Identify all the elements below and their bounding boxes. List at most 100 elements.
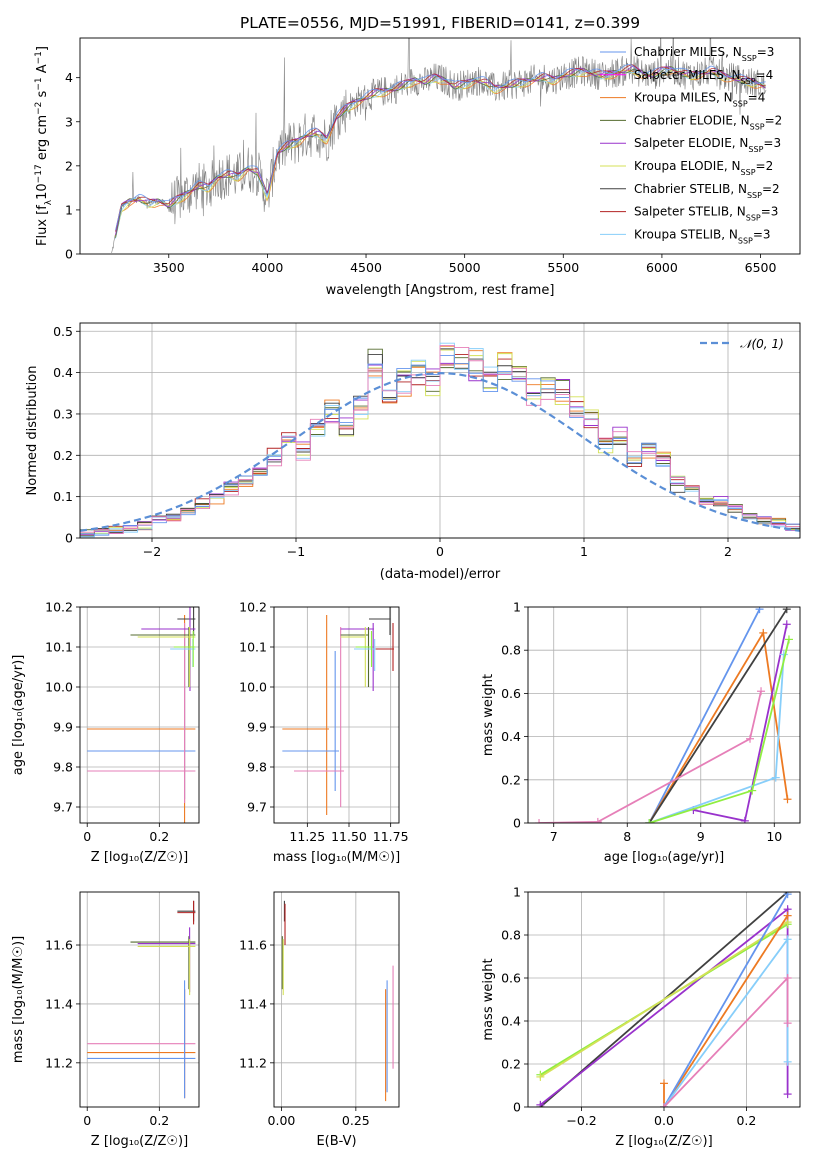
legend-entry: Salpeter MILES, NSSP=4 [634, 68, 773, 86]
legend-value: =2 [762, 182, 780, 196]
legend-sub: SSP [750, 122, 765, 131]
age-vs-mass-chart: 11.25 11.50 11.75 9.7 9.8 9.9 10.0 10.1 10.2 mass… [239, 600, 408, 866]
legend-name: Salpeter MILES, N [634, 68, 741, 82]
weight-line [663, 915, 789, 1107]
x-tick-label: 6500 [745, 260, 777, 275]
x-tick-label: −0.2 [566, 1113, 596, 1128]
legend-sub: SSP [741, 76, 756, 85]
spectrum-chart: 3500 4000 4500 5000 5500 6000 6500 0 1 2 3 4 wavelen… [34, 37, 801, 298]
legend-entry: Kroupa MILES, NSSP=4 [634, 91, 765, 109]
x-tick-label: 11.50 [331, 829, 367, 844]
x-axis-label: (data-model)/error [380, 567, 501, 582]
y-label-part: Flux [f [35, 205, 50, 246]
weight-plot-area [536, 892, 792, 1107]
legend-name: Chabrier ELODIE, N [634, 113, 750, 127]
x-axis-label: Z [log₁₀(Z/Z☉)] [91, 1134, 188, 1149]
weight-line [663, 936, 789, 1107]
weight-line [648, 608, 788, 823]
x-tick-label: 7 [550, 829, 558, 844]
weight-line [663, 893, 789, 1107]
legend-value: =2 [765, 113, 783, 127]
legend-entry: Chabrier MILES, NSSP=3 [634, 45, 774, 63]
y-tick-label: 0.5 [53, 324, 73, 339]
y-tick-label: 10.0 [239, 680, 267, 695]
legend-name: Salpeter ELODIE, N [634, 136, 748, 150]
y-tick-label: 9.9 [53, 720, 73, 735]
y-tick-label: 10.1 [239, 640, 267, 655]
errorbar-plot-area [282, 607, 394, 815]
histogram-series [80, 345, 800, 538]
legend-name: Chabrier MILES, N [634, 45, 742, 59]
spectrum-model-line [115, 65, 766, 235]
y-tick-label: 9.9 [247, 720, 267, 735]
legend-value: =3 [753, 227, 771, 241]
x-tick-label: 0 [436, 544, 444, 559]
y-label-part: erg cm [35, 115, 50, 164]
spectrum-model-line [115, 64, 766, 232]
x-axis-label: mass [log₁₀(M/M☉)] [273, 850, 400, 865]
legend-value: =2 [756, 159, 774, 173]
legend-entry: Chabrier ELODIE, NSSP=2 [634, 113, 782, 130]
y-tick-label: 9.8 [53, 760, 73, 775]
legend-name: Chabrier STELIB, N [634, 182, 747, 196]
y-tick-label: 10.2 [45, 600, 73, 615]
x-axis-label: wavelength [Angstrom, rest frame] [326, 283, 555, 298]
legend-name: Kroupa MILES, N [634, 91, 733, 105]
age-vs-Z-chart: 0 0.2 9.7 9.8 9.9 10.0 10.1 10.2 Z [log₁₀(Z/Z☉)]… [11, 600, 200, 865]
y-tick-label: 0.8 [501, 928, 521, 943]
y-tick-label: 0.2 [501, 1057, 521, 1072]
x-axis-label: Z [log₁₀(Z/Z☉)] [91, 850, 188, 865]
y-label-part: −1 [34, 51, 44, 64]
legend-name: Kroupa STELIB, N [634, 227, 738, 241]
y-label-part: −1 [34, 77, 44, 90]
weight-line [648, 608, 761, 823]
legend-sub: SSP [738, 236, 753, 245]
y-axis-label: Normed distribution [25, 366, 40, 496]
x-axis-label: E(B-V) [316, 1134, 356, 1149]
legend-name: Kroupa ELODIE, N [634, 159, 741, 173]
legend-entry: Kroupa ELODIE, NSSP=2 [634, 159, 773, 177]
plot-frame [79, 891, 200, 1108]
x-tick-label: 0 [83, 1113, 91, 1128]
y-label-part: s [35, 90, 50, 101]
figure-title: PLATE=0556, MJD=51991, FIBERID=0141, z=0… [240, 14, 640, 32]
x-tick-label: 11.25 [289, 829, 325, 844]
y-tick-label: 3 [65, 114, 73, 129]
y-label-part: −17 [34, 164, 44, 183]
x-tick-label: 5000 [449, 260, 481, 275]
spectrum-model-line [115, 64, 766, 231]
x-tick-label: 2 [724, 544, 732, 559]
x-tick-label: −1 [287, 544, 305, 559]
y-tick-label: 9.7 [247, 800, 267, 815]
weight-line [538, 690, 762, 823]
x-axis-label: age [log₁₀(age/yr)] [604, 850, 725, 865]
residual-chart: −2 −1 0 1 2 0 0.1 0.2 0.3 0.4 0.5 (data-model)/erro… [25, 322, 801, 582]
y-tick-label: 10.0 [45, 680, 73, 695]
y-tick-label: 11.2 [239, 1055, 267, 1070]
x-tick-label: 5500 [547, 260, 579, 275]
y-axis-label: age [log₁₀(age/yr)] [11, 655, 26, 776]
x-tick-label: 10 [766, 829, 782, 844]
y-tick-label: 0.4 [501, 1014, 521, 1029]
y-label-part: 10 [35, 183, 50, 200]
x-tick-label: 0.2 [149, 829, 169, 844]
legend-value: =3 [761, 205, 779, 219]
x-tick-label: 0.2 [736, 1113, 756, 1128]
y-axis-label: mass weight [481, 674, 496, 756]
weight-line [539, 921, 789, 1078]
x-axis-label: Z [log₁₀(Z/Z☉)] [615, 1134, 712, 1149]
x-tick-label: 0.25 [342, 1113, 370, 1128]
legend-sub: SSP [741, 168, 756, 177]
weight-vs-Z-chart: −0.2 0.0 0.2 0 0.2 0.4 0.6 0.8 1 Z [log₁₀(Z/Z☉)] m… [481, 885, 801, 1149]
legend-value: =3 [757, 45, 775, 59]
y-tick-label: 0 [65, 247, 73, 262]
y-tick-label: 11.6 [45, 938, 73, 953]
y-tick-label: 9.7 [53, 800, 73, 815]
x-tick-label: 4000 [251, 260, 283, 275]
legend-entry: Salpeter STELIB, NSSP=3 [634, 205, 778, 223]
y-tick-label: 1 [65, 202, 73, 217]
mass-vs-EBV-chart: 0.00 0.25 11.2 11.4 11.6 E(B-V) [239, 891, 400, 1149]
y-label-part: −2 [34, 102, 44, 115]
legend-entry: 𝒩(0, 1) [740, 337, 784, 351]
x-tick-label: −2 [143, 544, 161, 559]
